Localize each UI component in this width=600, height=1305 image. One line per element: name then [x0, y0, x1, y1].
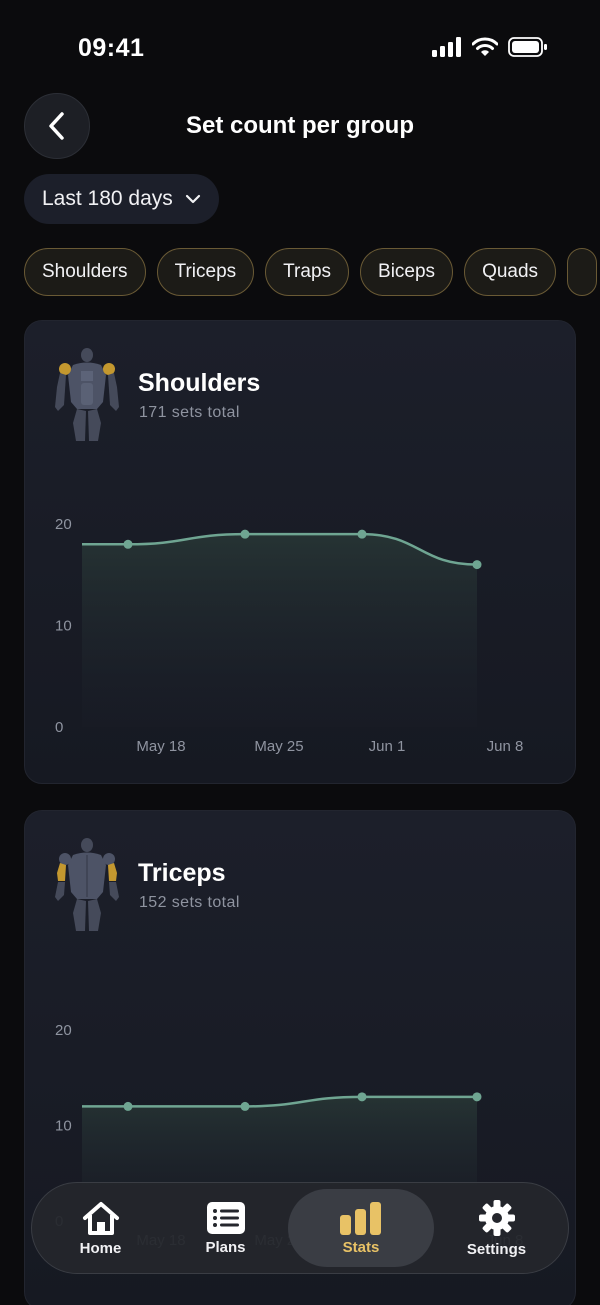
house-icon: [82, 1201, 119, 1235]
battery-icon: [508, 37, 547, 57]
list-icon: [206, 1201, 245, 1234]
chip-triceps[interactable]: Triceps: [156, 248, 255, 296]
chip-more[interactable]: [567, 248, 598, 296]
x-tick-label: Jun 8: [487, 738, 524, 755]
shoulders-chart: 0 10 20 May 18 May 25 Jun 1 Jun 8: [55, 516, 524, 755]
wifi-icon: [472, 37, 498, 56]
data-point: [123, 1101, 133, 1111]
tab-settings[interactable]: Settings: [434, 1189, 559, 1267]
y-tick-label: 0: [55, 719, 63, 736]
x-tick-label: Jun 1: [369, 738, 406, 755]
tab-label: Home: [79, 1239, 122, 1257]
data-point: [357, 529, 367, 539]
data-point: [240, 529, 250, 539]
data-point: [472, 560, 482, 570]
muscle-group-chips: Shoulders Triceps Traps Biceps Quads: [24, 248, 600, 296]
card-subtitle: 152 sets total: [139, 894, 240, 911]
y-tick-label: 10: [55, 1118, 72, 1135]
back-button[interactable]: [24, 93, 90, 159]
card-title: Triceps: [138, 859, 226, 887]
tab-stats[interactable]: Stats: [288, 1189, 434, 1267]
y-tick-label: 20: [55, 1022, 72, 1039]
date-range-value: Last 180 days: [42, 187, 173, 210]
data-point: [240, 1101, 250, 1111]
tab-label: Plans: [205, 1238, 246, 1256]
signal-icon: [432, 37, 461, 57]
tab-label: Stats: [342, 1238, 380, 1256]
tab-bar: Home Plans Stats: [31, 1182, 569, 1274]
date-range-select[interactable]: Last 180 days: [24, 174, 219, 224]
card-subtitle: 171 sets total: [139, 404, 240, 421]
tab-home[interactable]: Home: [38, 1189, 163, 1267]
data-point: [472, 1092, 482, 1102]
data-point: [123, 539, 133, 549]
triceps-body-figure: [55, 838, 119, 931]
series-area: [82, 534, 477, 727]
chevron-down-icon: [185, 194, 200, 204]
gear-icon: [478, 1199, 515, 1236]
chip-shoulders[interactable]: Shoulders: [24, 248, 146, 296]
chip-quads[interactable]: Quads: [464, 248, 557, 296]
status-time: 09:41: [78, 34, 145, 62]
y-tick-label: 10: [55, 618, 72, 635]
series-line: [82, 1095, 477, 1108]
chip-biceps[interactable]: Biceps: [360, 248, 454, 296]
page-title: Set count per group: [186, 112, 414, 139]
bar-chart-icon: [340, 1201, 381, 1235]
tab-label: Settings: [466, 1240, 527, 1258]
status-icons: [432, 37, 548, 57]
y-tick-label: 20: [55, 516, 72, 533]
x-tick-label: May 18: [136, 738, 185, 755]
shoulders-body-figure: [55, 348, 119, 441]
card-title: Shoulders: [138, 369, 261, 397]
chevron-left-icon: [49, 112, 64, 140]
data-point: [357, 1092, 367, 1102]
x-tick-label: May 25: [254, 738, 303, 755]
chip-traps[interactable]: Traps: [265, 248, 350, 296]
tab-plans[interactable]: Plans: [163, 1189, 288, 1267]
shoulders-card[interactable]: Shoulders 171 sets total 0 10 20 May 18 May …: [24, 320, 576, 784]
